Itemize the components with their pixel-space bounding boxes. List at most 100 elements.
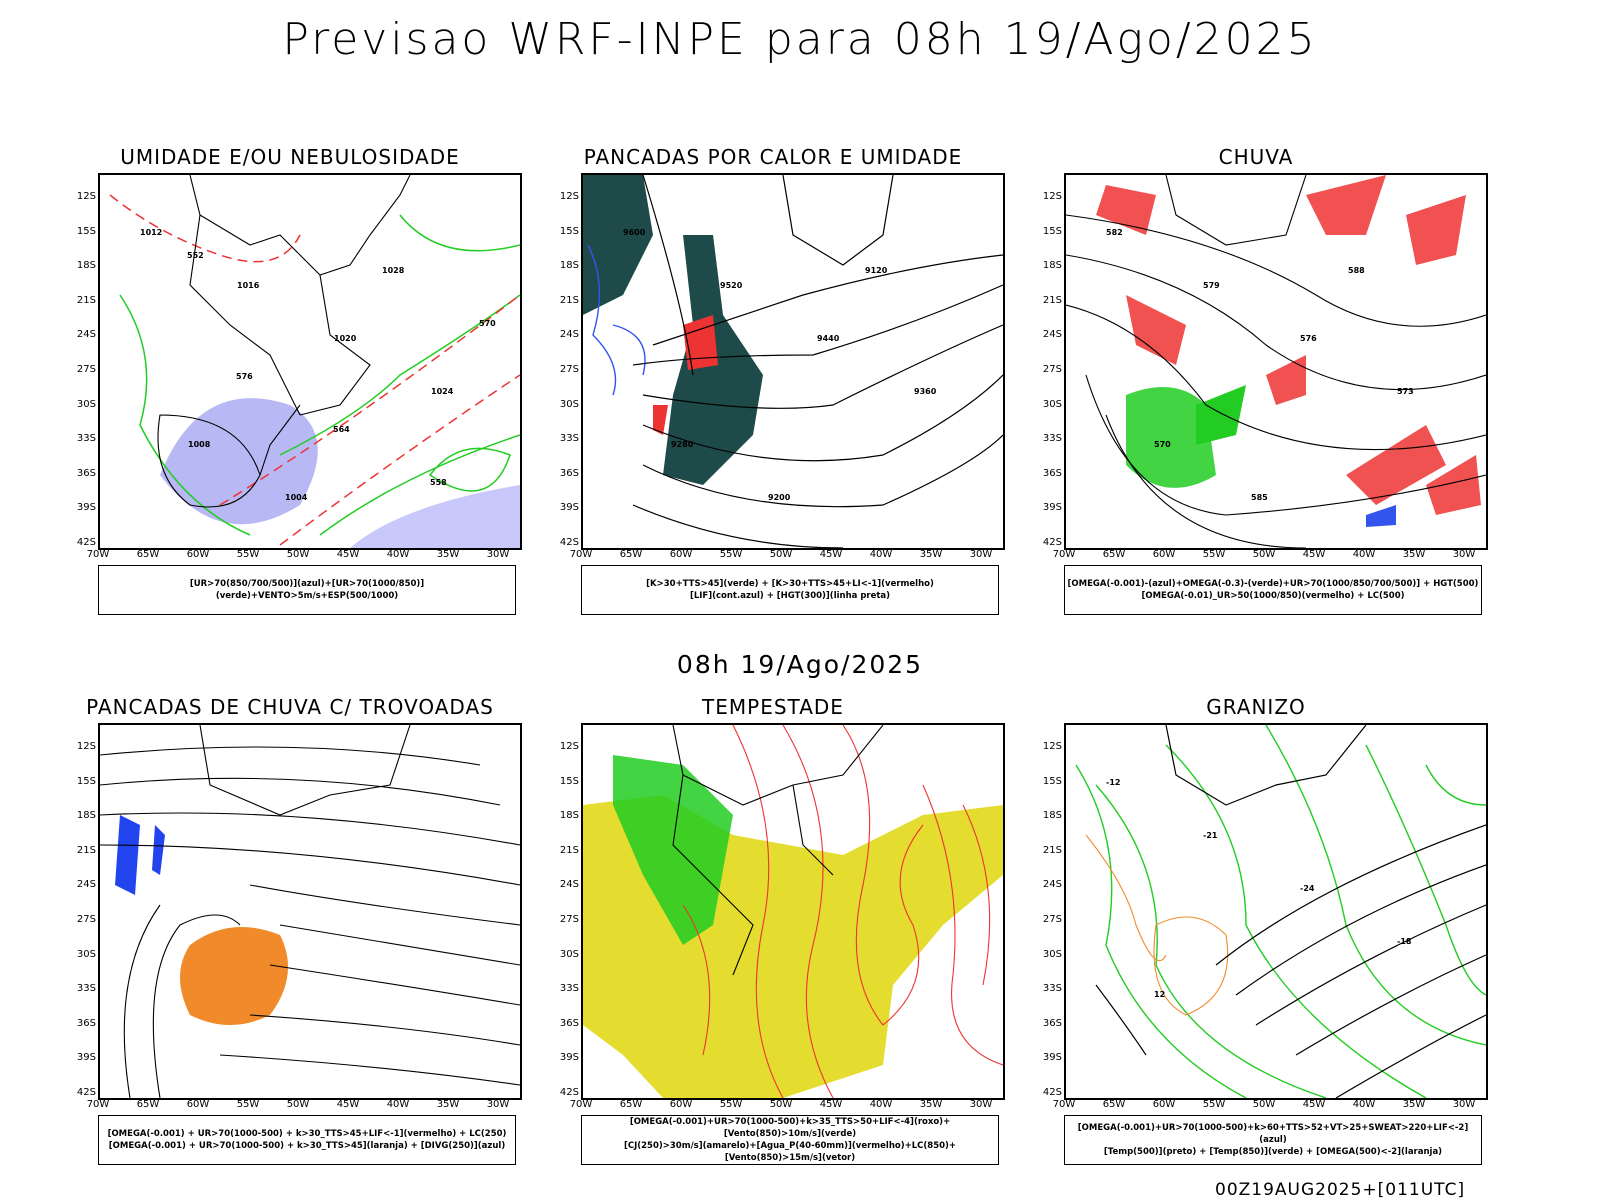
contour-label: 576 <box>1300 334 1317 343</box>
contour-label: 12 <box>1154 990 1165 999</box>
lat-tick-label: 12S <box>1042 741 1062 752</box>
legend-line: [UR>70(850/700/500)](azul)+[UR>70(1000/8… <box>189 579 425 601</box>
lat-tick-label: 18S <box>559 810 579 822</box>
legend-box: [OMEGA(-0.001) + UR>70(1000-500) + k>30_… <box>98 1115 516 1165</box>
lon-tick-label: 45W <box>1302 1099 1326 1110</box>
lon-tick-label: 65W <box>1102 1099 1126 1110</box>
legend-line: [OMEGA(-0.001)-(azul)+OMEGA(-0.3)-(verde… <box>1067 579 1479 589</box>
contour-label: 9200 <box>768 493 791 502</box>
lon-tick-label: 30W <box>1452 1099 1476 1110</box>
lon-tick-label: 70W <box>1052 549 1076 560</box>
lon-tick-label: 35W <box>1402 549 1426 560</box>
contour-label: 9120 <box>865 266 888 275</box>
lat-tick-label: 33S <box>559 983 579 995</box>
lon-tick-label: 40W <box>869 549 893 560</box>
lat-tick-label: 27S <box>559 364 579 375</box>
lat-tick-label: 12S <box>76 191 96 202</box>
legend-line: [K>30+TTS>45](verde) + [K>30+TTS>45+LI<-… <box>646 579 934 589</box>
lat-tick-label: 15S <box>1042 225 1062 237</box>
lat-tick-label: 24S <box>76 329 96 341</box>
contour-label: -24 <box>1300 884 1315 893</box>
lon-tick-label: 40W <box>386 1099 410 1110</box>
legend-box: [UR>70(850/700/500)](azul)+[UR>70(1000/8… <box>98 565 516 615</box>
lon-tick-label: 45W <box>819 1099 843 1110</box>
legend-box: [OMEGA(-0.001)-(azul)+OMEGA(-0.3)-(verde… <box>1064 565 1482 615</box>
lon-tick-label: 40W <box>1352 1099 1376 1110</box>
contour-label: -12 <box>1106 778 1120 787</box>
panel-title: PANCADAS POR CALOR E UMIDADE <box>583 145 963 169</box>
contour-label: 570 <box>479 319 496 328</box>
lat-tick-label: 42S <box>76 1087 96 1098</box>
legend-line: [LIF](cont.azul) + [HGT(300)](linha pret… <box>689 591 891 601</box>
map-graphic: 1012 1016 1020 1024 1008 1004 1028 570 576 564 558… <box>109 175 520 548</box>
panel-title: PANCADAS DE CHUVA C/ TROVOADAS <box>86 695 494 719</box>
contour-label: 585 <box>1251 493 1268 502</box>
lat-tick-label: 39S <box>76 502 96 514</box>
lat-tick-label: 33S <box>76 983 96 995</box>
lat-tick-label: 42S <box>76 537 96 548</box>
lat-tick-label: 27S <box>76 364 96 375</box>
lat-tick-label: 18S <box>1042 260 1062 272</box>
lon-tick-label: 45W <box>336 549 360 560</box>
map-graphic <box>100 725 520 1098</box>
lat-tick-label: 36S <box>559 467 579 479</box>
lat-tick-label: 27S <box>559 914 579 925</box>
map-chuva: 582 579 576 573 570 585 588 <box>1064 173 1488 550</box>
lon-tick-label: 60W <box>669 1099 693 1110</box>
lat-tick-label: 30S <box>559 398 579 410</box>
lat-tick-label: 12S <box>76 741 96 752</box>
mid-title: 08h 19/Ago/2025 <box>676 650 924 679</box>
lon-tick-label: 60W <box>1152 549 1176 560</box>
lat-tick-label: 18S <box>559 260 579 272</box>
legend-line: [OMEGA(-0.001)+UR>70(1000-500)+k>35_TTS>… <box>629 1117 951 1139</box>
legend-line: [OMEGA(-0.001)+UR>70(1000-500)+k>60+TTS>… <box>1077 1123 1469 1145</box>
lon-tick-label: 35W <box>436 1099 460 1110</box>
lat-tick-label: 21S <box>76 844 96 856</box>
lon-tick-label: 60W <box>1152 1099 1176 1110</box>
map-pancadas-calor: 9600 9520 9440 9360 9280 9200 9120 <box>581 173 1005 550</box>
lat-tick-label: 21S <box>1042 844 1062 856</box>
lon-tick-label: 30W <box>486 1099 510 1110</box>
lon-tick-label: 35W <box>919 549 943 560</box>
lon-tick-label: 70W <box>569 549 593 560</box>
lon-tick-label: 55W <box>1202 549 1226 560</box>
lat-tick-label: 30S <box>76 398 96 410</box>
lon-tick-label: 55W <box>719 1099 743 1110</box>
lat-tick-label: 39S <box>76 1052 96 1064</box>
contour-label: 9360 <box>914 387 937 396</box>
lat-tick-label: 42S <box>1042 537 1062 548</box>
panel-chuva: CHUVA 582 579 576 573 570 5 <box>1006 145 1506 640</box>
legend-line: [OMEGA(-0.001) + UR>70(1000-500) + k>30_… <box>108 1141 506 1151</box>
lat-tick-label: 36S <box>1042 467 1062 479</box>
lon-tick-label: 45W <box>819 549 843 560</box>
lon-tick-label: 65W <box>619 549 643 560</box>
lat-tick-label: 21S <box>1042 294 1062 306</box>
lon-tick-label: 65W <box>1102 549 1126 560</box>
lon-tick-label: 55W <box>236 549 260 560</box>
lat-tick-label: 30S <box>1042 398 1062 410</box>
lat-tick-label: 12S <box>1042 191 1062 202</box>
panel-title: TEMPESTADE <box>702 695 844 719</box>
lat-tick-label: 36S <box>76 1017 96 1029</box>
lat-tick-label: 12S <box>559 191 579 202</box>
lon-tick-label: 35W <box>1402 1099 1426 1110</box>
legend-line: [OMEGA(-0.001) + UR>70(1000-500) + k>30_… <box>107 1129 507 1139</box>
lon-tick-label: 60W <box>186 549 210 560</box>
lat-tick-label: 30S <box>559 948 579 960</box>
lat-tick-label: 42S <box>559 1087 579 1098</box>
lon-tick-label: 50W <box>769 1099 793 1110</box>
lon-tick-label: 30W <box>486 549 510 560</box>
lat-tick-label: 36S <box>559 1017 579 1029</box>
lat-tick-label: 21S <box>559 844 579 856</box>
lon-tick-label: 65W <box>619 1099 643 1110</box>
contour-label: 552 <box>187 251 204 260</box>
contour-label: 9600 <box>623 228 646 237</box>
lon-tick-label: 30W <box>969 1099 993 1110</box>
lat-tick-label: 42S <box>1042 1087 1062 1098</box>
lat-tick-label: 27S <box>1042 914 1062 925</box>
contour-label: 582 <box>1106 228 1123 237</box>
contour-label: 576 <box>236 372 253 381</box>
legend-line: [OMEGA(-0.01)_UR>50(1000/850)(vermelho) … <box>1141 591 1405 601</box>
panel-tempestade: TEMPESTADE [OMEGA(-0.001)+UR>70(1000-500… <box>523 695 1023 1190</box>
lon-tick-label: 30W <box>1452 549 1476 560</box>
